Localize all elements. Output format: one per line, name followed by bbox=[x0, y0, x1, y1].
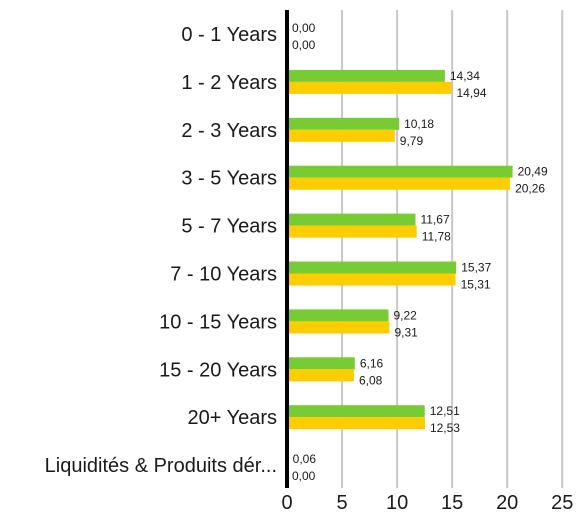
value-label-series1-2: 10,18 bbox=[404, 117, 434, 131]
value-label-series2-9: 0,00 bbox=[292, 469, 316, 483]
x-tick-label-15: 15 bbox=[441, 492, 463, 514]
x-tick-label-0: 0 bbox=[281, 492, 292, 514]
bar-series2-6 bbox=[287, 321, 390, 334]
bar-series2-1 bbox=[287, 81, 452, 94]
bar-series2-3 bbox=[287, 177, 511, 190]
bar-series1-4 bbox=[287, 213, 416, 226]
category-label-8: 20+ Years bbox=[187, 407, 277, 429]
value-label-series1-7: 6,16 bbox=[360, 356, 384, 370]
value-label-series2-1: 14,94 bbox=[456, 86, 486, 100]
category-label-0: 0 - 1 Years bbox=[181, 24, 277, 46]
bars bbox=[287, 69, 513, 466]
bar-series2-2 bbox=[287, 129, 395, 142]
x-tick-label-20: 20 bbox=[496, 492, 518, 514]
category-label-3: 3 - 5 Years bbox=[181, 168, 277, 190]
category-label-7: 15 - 20 Years bbox=[159, 359, 277, 381]
value-label-series1-4: 11,67 bbox=[420, 213, 449, 227]
value-label-series1-3: 20,49 bbox=[518, 165, 548, 179]
value-label-series1-9: 0,06 bbox=[293, 452, 317, 466]
bar-series1-7 bbox=[287, 357, 355, 370]
value-label-series2-3: 20,26 bbox=[515, 182, 545, 196]
bar-series1-2 bbox=[287, 117, 400, 130]
bar-series2-5 bbox=[287, 273, 456, 286]
value-label-series2-0: 0,00 bbox=[292, 38, 316, 52]
category-label-2: 2 - 3 Years bbox=[181, 120, 277, 142]
category-label-4: 5 - 7 Years bbox=[181, 216, 277, 238]
bar-series1-5 bbox=[287, 261, 457, 274]
bar-series1-1 bbox=[287, 69, 445, 82]
category-label-6: 10 - 15 Years bbox=[159, 311, 277, 333]
bar-series1-8 bbox=[287, 405, 425, 418]
bar-series2-4 bbox=[287, 225, 417, 238]
value-label-series1-0: 0,00 bbox=[292, 21, 316, 35]
x-tick-label-10: 10 bbox=[386, 492, 408, 514]
x-tick-label-5: 5 bbox=[336, 492, 347, 514]
value-label-series2-5: 15,31 bbox=[461, 278, 491, 292]
bar-series2-8 bbox=[287, 417, 425, 430]
value-label-series2-4: 11,78 bbox=[422, 230, 451, 244]
value-label-series1-6: 9,22 bbox=[394, 308, 418, 322]
category-label-5: 7 - 10 Years bbox=[170, 264, 277, 286]
value-label-series2-6: 9,31 bbox=[395, 325, 419, 339]
bar-series1-6 bbox=[287, 309, 389, 322]
value-label-series2-7: 6,08 bbox=[359, 373, 383, 387]
bar-series2-7 bbox=[287, 369, 354, 382]
category-label-1: 1 - 2 Years bbox=[181, 72, 277, 94]
value-label-series1-8: 12,51 bbox=[430, 404, 460, 418]
category-label-9: Liquidités & Produits dér... bbox=[45, 455, 277, 477]
value-label-series1-1: 14,34 bbox=[450, 69, 480, 83]
value-label-series2-8: 12,53 bbox=[430, 421, 460, 435]
value-label-series2-2: 9,79 bbox=[400, 134, 424, 148]
value-label-series1-5: 15,37 bbox=[461, 261, 491, 275]
x-tick-label-25: 25 bbox=[551, 492, 573, 514]
bar-series1-3 bbox=[287, 165, 513, 178]
labels: 0,00 0,00 0 - 1 Years 14,34 14,94 1 - 2 Years… bbox=[45, 21, 574, 514]
